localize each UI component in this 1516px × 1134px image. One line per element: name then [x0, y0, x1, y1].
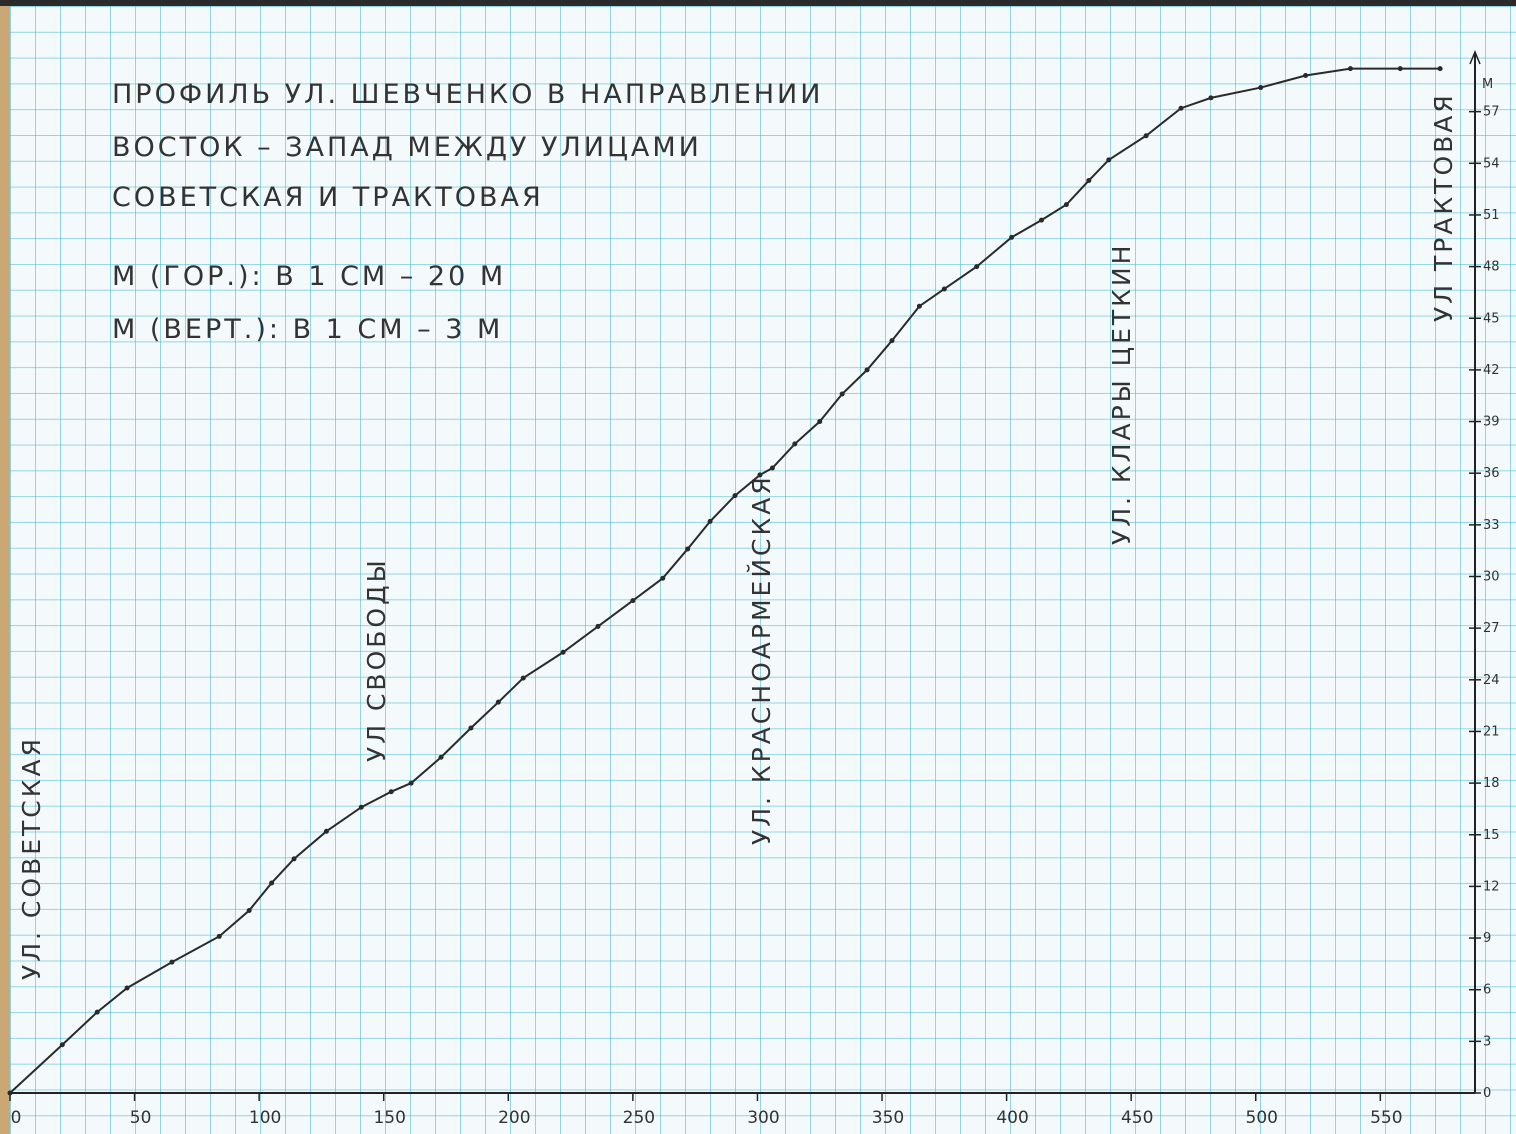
- profile-point: [769, 465, 775, 471]
- profile-point: [94, 1009, 100, 1015]
- profile-point: [1347, 66, 1353, 72]
- x-tick-label: 0: [11, 1108, 22, 1128]
- profile-point: [7, 1090, 13, 1096]
- profile-point: [323, 828, 329, 834]
- profile-point: [408, 780, 414, 786]
- profile-point: [1106, 157, 1112, 163]
- profile-point: [707, 518, 713, 524]
- x-tick-label: 200: [498, 1108, 530, 1128]
- profile-point: [974, 264, 980, 270]
- profile-point: [1009, 234, 1015, 240]
- profile-point: [685, 546, 691, 552]
- profile-point: [1437, 66, 1443, 72]
- profile-point: [520, 675, 526, 681]
- y-tick-label: 12: [1483, 879, 1500, 894]
- profile-point: [757, 472, 763, 478]
- y-tick-label: 42: [1483, 363, 1500, 378]
- x-tick-label: 50: [130, 1108, 152, 1128]
- profile-point: [817, 419, 823, 425]
- y-axis-unit: М: [1482, 77, 1493, 92]
- profile-point: [495, 699, 501, 705]
- x-tick-label: 550: [1370, 1108, 1402, 1128]
- y-axis-arrow: [1469, 50, 1481, 65]
- y-tick-label: 21: [1483, 724, 1500, 739]
- y-tick-label: 6: [1483, 983, 1491, 998]
- y-tick-label: 24: [1483, 673, 1500, 688]
- profile-point: [839, 391, 845, 397]
- profile-point: [916, 303, 922, 309]
- y-tick-label: 51: [1483, 208, 1500, 223]
- profile-point: [1143, 133, 1149, 139]
- y-tick-label: 0: [1483, 1086, 1491, 1101]
- y-tick-label: 18: [1483, 776, 1500, 791]
- street-label: УЛ. СОВЕТСКАЯ: [17, 736, 46, 980]
- profile-point: [358, 804, 364, 810]
- y-tick-label: 33: [1483, 518, 1500, 533]
- profile-point: [291, 856, 297, 862]
- profile-point: [1397, 66, 1403, 72]
- profile-point: [1086, 178, 1092, 184]
- y-tick-label: 57: [1483, 105, 1500, 120]
- y-tick-label: 39: [1483, 415, 1500, 430]
- profile-point: [889, 338, 895, 344]
- profile-point: [732, 493, 738, 499]
- scale-note: М (ВЕРТ.): В 1 СМ – 3 М: [112, 314, 503, 345]
- y-tick-label: 54: [1483, 156, 1500, 171]
- profile-point: [124, 985, 130, 991]
- x-tick-label: 100: [249, 1108, 281, 1128]
- street-label: УЛ. КЛАРЫ ЦЕТКИН: [1107, 243, 1136, 545]
- y-tick-label: 9: [1483, 931, 1491, 946]
- y-tick-label: 27: [1483, 621, 1500, 636]
- x-tick-label: 300: [747, 1108, 779, 1128]
- profile-point: [595, 623, 601, 629]
- title-line: СОВЕТСКАЯ И ТРАКТОВАЯ: [112, 182, 544, 213]
- profile-point: [660, 575, 666, 581]
- profile-point: [216, 933, 222, 939]
- x-tick-label: 350: [872, 1108, 904, 1128]
- profile-point: [560, 649, 566, 655]
- profile-point: [1063, 202, 1069, 208]
- graph-paper: [10, 6, 1516, 1134]
- profile-point: [941, 286, 947, 292]
- profile-point: [1303, 72, 1309, 78]
- title-line: ПРОФИЛЬ УЛ. ШЕВЧЕНКО В НАПРАВЛЕНИИ: [112, 79, 823, 110]
- profile-point: [792, 441, 798, 447]
- street-label: УЛ ТРАКТОВАЯ: [1429, 92, 1458, 322]
- profile-point: [1208, 95, 1214, 101]
- profile-point: [1258, 85, 1264, 91]
- profile-point: [630, 598, 636, 604]
- profile-point: [438, 754, 444, 760]
- top-edge: [0, 0, 1516, 6]
- street-label: УЛ. КРАСНОАРМЕЙСКАЯ: [747, 474, 776, 845]
- profile-point: [388, 789, 394, 795]
- profile-line: [9, 67, 1441, 1094]
- y-tick-label: 15: [1483, 828, 1500, 843]
- y-tick-label: 3: [1483, 1034, 1491, 1049]
- profile-point: [1178, 105, 1184, 111]
- profile-point: [246, 908, 252, 914]
- profile-point: [1038, 217, 1044, 223]
- x-tick-label: 250: [623, 1108, 655, 1128]
- street-label: УЛ СВОБОДЫ: [362, 557, 391, 762]
- x-tick-label: 150: [373, 1108, 405, 1128]
- title-line: ВОСТОК – ЗАПАД МЕЖДУ УЛИЦАМИ: [112, 132, 702, 163]
- y-tick-label: 30: [1483, 570, 1500, 585]
- x-tick-label: 450: [1121, 1108, 1153, 1128]
- y-tick-label: 36: [1483, 466, 1500, 481]
- profile-point: [59, 1042, 65, 1048]
- profile-point: [468, 725, 474, 731]
- x-tick-label: 500: [1246, 1108, 1278, 1128]
- profile-point: [864, 367, 870, 373]
- profile-point: [169, 959, 175, 965]
- profile-point: [269, 880, 275, 886]
- y-tick-label: 45: [1483, 311, 1500, 326]
- scale-note: М (ГОР.): В 1 СМ – 20 М: [112, 261, 506, 292]
- y-tick-label: 48: [1483, 260, 1500, 275]
- x-tick-label: 400: [996, 1108, 1028, 1128]
